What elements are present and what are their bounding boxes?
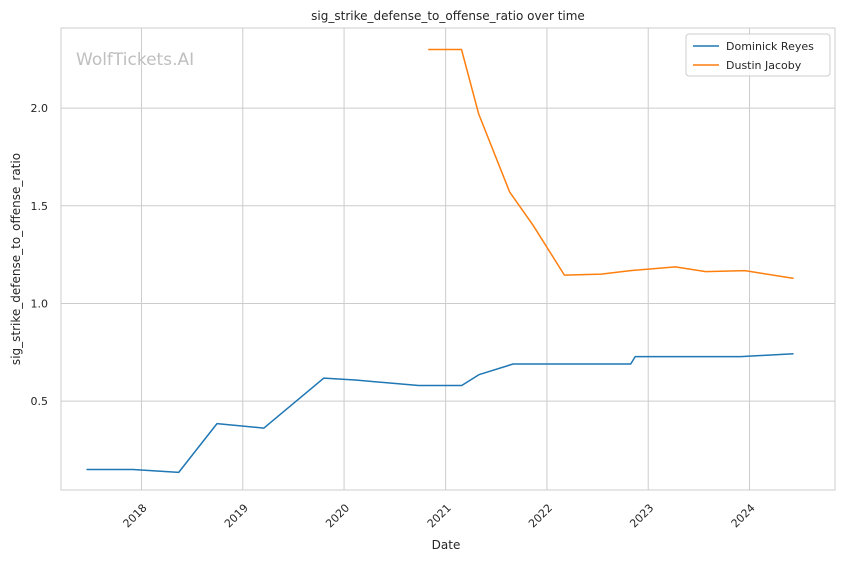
x-axis-ticks: 2018 2019 2020 2021 2022 2023 2024 — [121, 501, 758, 530]
chart-title: sig_strike_defense_to_offense_ratio over… — [311, 9, 585, 23]
legend-label: Dominick Reyes — [726, 40, 814, 53]
y-axis-ticks: 0.5 1.0 1.5 2.0 — [31, 102, 49, 408]
x-tick-label: 2020 — [323, 501, 352, 530]
x-tick-label: 2023 — [627, 501, 656, 530]
x-axis-label: Date — [432, 538, 461, 552]
grid — [61, 28, 835, 490]
x-tick-label: 2021 — [425, 501, 454, 530]
y-tick-label: 2.0 — [31, 102, 49, 115]
legend: Dominick Reyes Dustin Jacoby — [685, 33, 831, 77]
y-tick-label: 0.5 — [31, 395, 49, 408]
x-tick-label: 2019 — [222, 501, 251, 530]
series-line-1 — [86, 353, 794, 474]
legend-label: Dustin Jacoby — [726, 59, 802, 72]
y-tick-label: 1.5 — [31, 200, 49, 213]
plot-area — [60, 27, 836, 491]
x-tick-label: 2022 — [526, 501, 555, 530]
x-tick-label: 2018 — [121, 501, 150, 530]
legend-box — [685, 33, 831, 77]
series-line-2 — [428, 48, 794, 280]
series-layer — [86, 48, 794, 474]
y-axis-label: sig_strike_defense_to_offense_ratio — [9, 153, 23, 365]
y-tick-label: 1.0 — [31, 297, 49, 310]
x-tick-label: 2024 — [729, 501, 758, 530]
watermark: WolfTickets.AI — [76, 50, 194, 70]
